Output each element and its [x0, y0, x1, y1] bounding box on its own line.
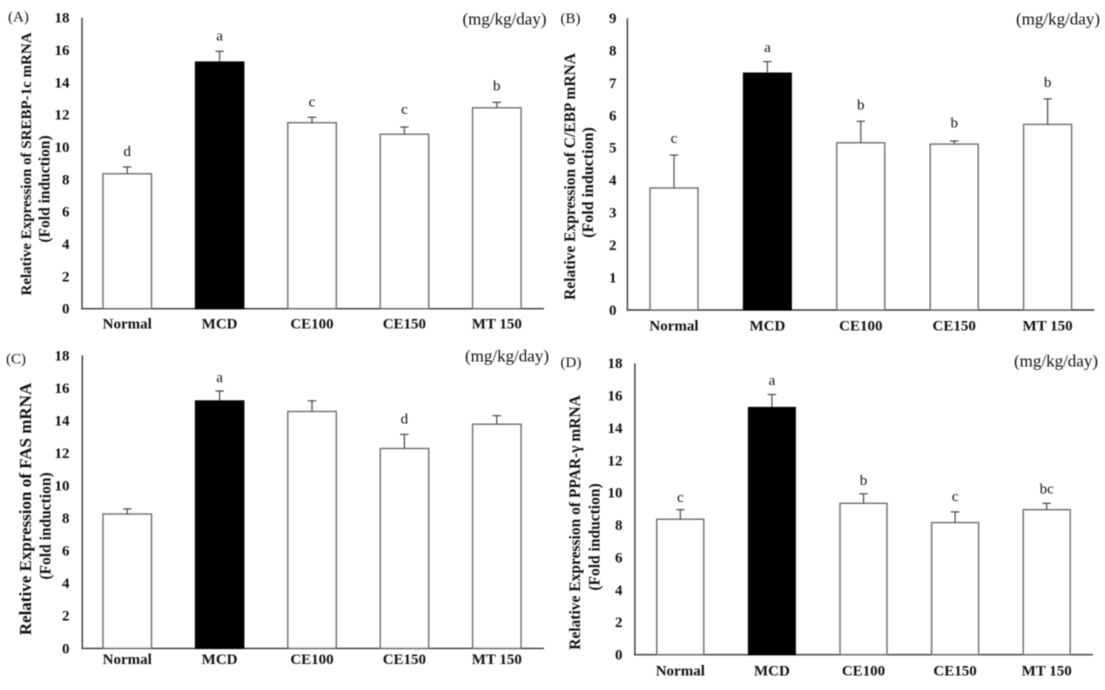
svg-text:18: 18: [55, 348, 70, 364]
svg-text:(D): (D): [561, 355, 582, 371]
svg-text:(A): (A): [8, 10, 29, 26]
svg-text:Relative Expression of SREBP-1: Relative Expression of SREBP-1c mRNA: [19, 32, 35, 295]
svg-text:b: b: [860, 473, 868, 489]
svg-text:CE150: CE150: [383, 317, 426, 333]
svg-text:MCD: MCD: [754, 664, 790, 680]
svg-text:bc: bc: [1040, 481, 1055, 497]
svg-text:(Fold induction): (Fold induction): [580, 127, 597, 238]
svg-text:Relative Expression of PPAR-γ: Relative Expression of PPAR-γ mRNA: [567, 394, 584, 649]
svg-text:d: d: [401, 412, 409, 428]
svg-text:4: 4: [62, 237, 70, 253]
svg-text:4: 4: [62, 576, 70, 592]
svg-text:a: a: [216, 29, 223, 45]
svg-text:8: 8: [62, 172, 70, 188]
svg-text:MT 150: MT 150: [1023, 319, 1073, 335]
svg-text:c: c: [309, 95, 316, 111]
svg-text:MCD: MCD: [749, 319, 785, 335]
svg-text:10: 10: [55, 479, 70, 495]
svg-text:3: 3: [609, 206, 617, 222]
svg-text:CE100: CE100: [842, 664, 885, 680]
svg-text:MT 150: MT 150: [472, 317, 522, 333]
svg-text:0: 0: [62, 641, 70, 657]
svg-text:(B): (B): [561, 11, 581, 27]
svg-text:Normal: Normal: [649, 319, 698, 335]
svg-text:b: b: [493, 78, 501, 94]
svg-text:(C): (C): [6, 352, 26, 368]
svg-text:CE100: CE100: [839, 319, 882, 335]
svg-text:4: 4: [609, 173, 617, 189]
svg-text:c: c: [677, 490, 684, 506]
svg-text:CE100: CE100: [290, 317, 333, 333]
svg-text:Normal: Normal: [103, 317, 152, 333]
svg-text:6: 6: [615, 550, 623, 566]
svg-text:8: 8: [609, 43, 617, 59]
svg-text:2: 2: [62, 269, 70, 285]
svg-text:MT 150: MT 150: [1022, 664, 1072, 680]
svg-text:6: 6: [62, 544, 70, 560]
svg-text:(mg/kg/day): (mg/kg/day): [1016, 9, 1100, 28]
svg-text:0: 0: [62, 302, 70, 318]
svg-text:12: 12: [608, 453, 623, 469]
svg-text:18: 18: [55, 11, 70, 27]
svg-text:6: 6: [609, 108, 617, 124]
svg-text:MT 150: MT 150: [472, 652, 522, 668]
svg-text:(Fold induction): (Fold induction): [587, 483, 604, 590]
svg-text:CE150: CE150: [933, 319, 976, 335]
svg-text:16: 16: [55, 43, 71, 59]
svg-text:(Fold induction): (Fold induction): [38, 472, 55, 579]
svg-text:c: c: [401, 102, 408, 118]
svg-text:MCD: MCD: [202, 652, 238, 668]
svg-text:14: 14: [55, 75, 71, 91]
svg-text:Relative Expression of FAS mRN: Relative Expression of FAS mRNA: [16, 382, 35, 635]
svg-text:CE150: CE150: [933, 664, 976, 680]
svg-text:a: a: [769, 373, 776, 389]
svg-text:12: 12: [55, 108, 70, 124]
svg-text:9: 9: [609, 11, 617, 27]
svg-text:Relative Expression of C/EBP m: Relative Expression of C/EBP mRNA: [562, 52, 579, 300]
svg-text:MCD: MCD: [202, 317, 238, 333]
svg-text:16: 16: [608, 389, 624, 405]
svg-text:14: 14: [608, 421, 624, 437]
svg-text:b: b: [950, 116, 958, 132]
svg-text:16: 16: [55, 381, 71, 397]
svg-text:0: 0: [615, 648, 623, 664]
svg-text:c: c: [952, 489, 959, 505]
svg-text:1: 1: [609, 271, 617, 287]
svg-text:a: a: [764, 40, 771, 56]
svg-text:10: 10: [608, 486, 623, 502]
svg-text:8: 8: [615, 518, 623, 534]
svg-text:4: 4: [615, 583, 623, 599]
svg-text:2: 2: [615, 615, 623, 631]
svg-text:0: 0: [609, 303, 617, 319]
svg-text:2: 2: [609, 238, 617, 254]
svg-text:18: 18: [608, 356, 623, 372]
svg-text:7: 7: [609, 76, 617, 92]
svg-text:b: b: [1044, 75, 1052, 91]
svg-text:a: a: [216, 370, 223, 386]
svg-text:Normal: Normal: [103, 652, 152, 668]
svg-text:5: 5: [609, 141, 617, 157]
svg-text:2: 2: [62, 609, 70, 625]
svg-text:c: c: [671, 131, 678, 147]
svg-text:b: b: [857, 98, 865, 114]
svg-text:CE100: CE100: [290, 652, 333, 668]
svg-text:d: d: [123, 144, 131, 160]
svg-text:6: 6: [62, 205, 70, 221]
svg-text:10: 10: [55, 140, 70, 156]
svg-text:8: 8: [62, 511, 70, 527]
svg-text:Normal: Normal: [656, 664, 705, 680]
svg-text:(mg/kg/day): (mg/kg/day): [462, 9, 546, 28]
svg-text:14: 14: [55, 413, 71, 429]
svg-text:(mg/kg/day): (mg/kg/day): [465, 347, 549, 366]
svg-text:CE150: CE150: [383, 652, 426, 668]
svg-text:12: 12: [55, 446, 70, 462]
svg-text:(Fold induction): (Fold induction): [37, 135, 54, 242]
svg-text:(mg/kg/day): (mg/kg/day): [1014, 351, 1098, 370]
